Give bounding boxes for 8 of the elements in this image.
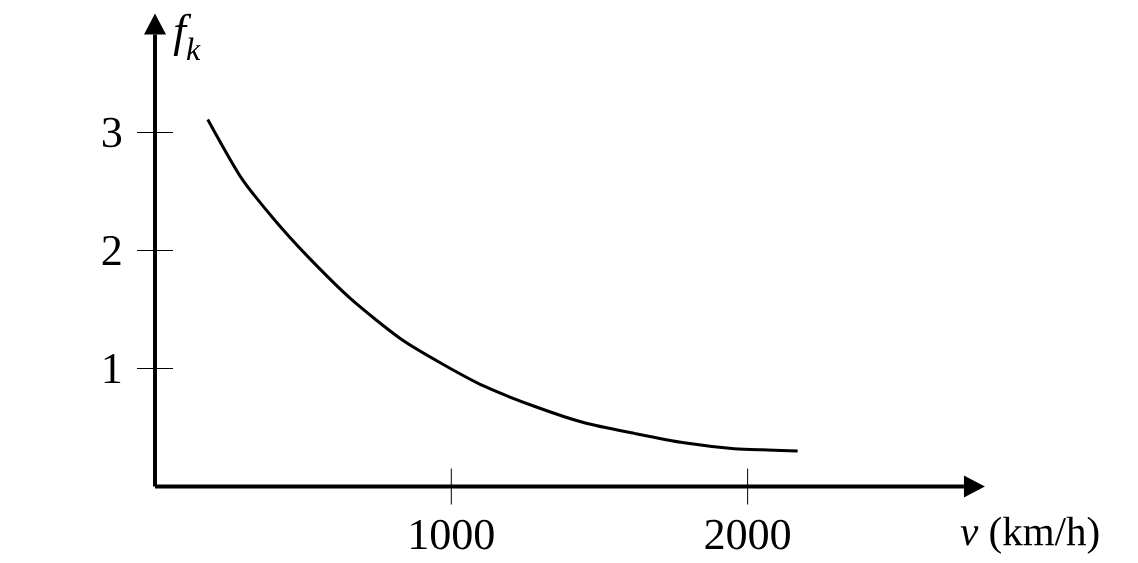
x-axis-title: v (km/h) (960, 516, 1099, 554)
y-tick-label: 3 (102, 117, 122, 148)
y-tick-label: 1 (104, 353, 121, 384)
y-axis-title: f$_{k}$ (173, 13, 201, 60)
x-tick-label: 2000 (705, 519, 790, 550)
y-tick-label: 2 (102, 235, 121, 266)
line-series (206, 118, 800, 453)
x-tick-label: 1000 (411, 519, 494, 550)
